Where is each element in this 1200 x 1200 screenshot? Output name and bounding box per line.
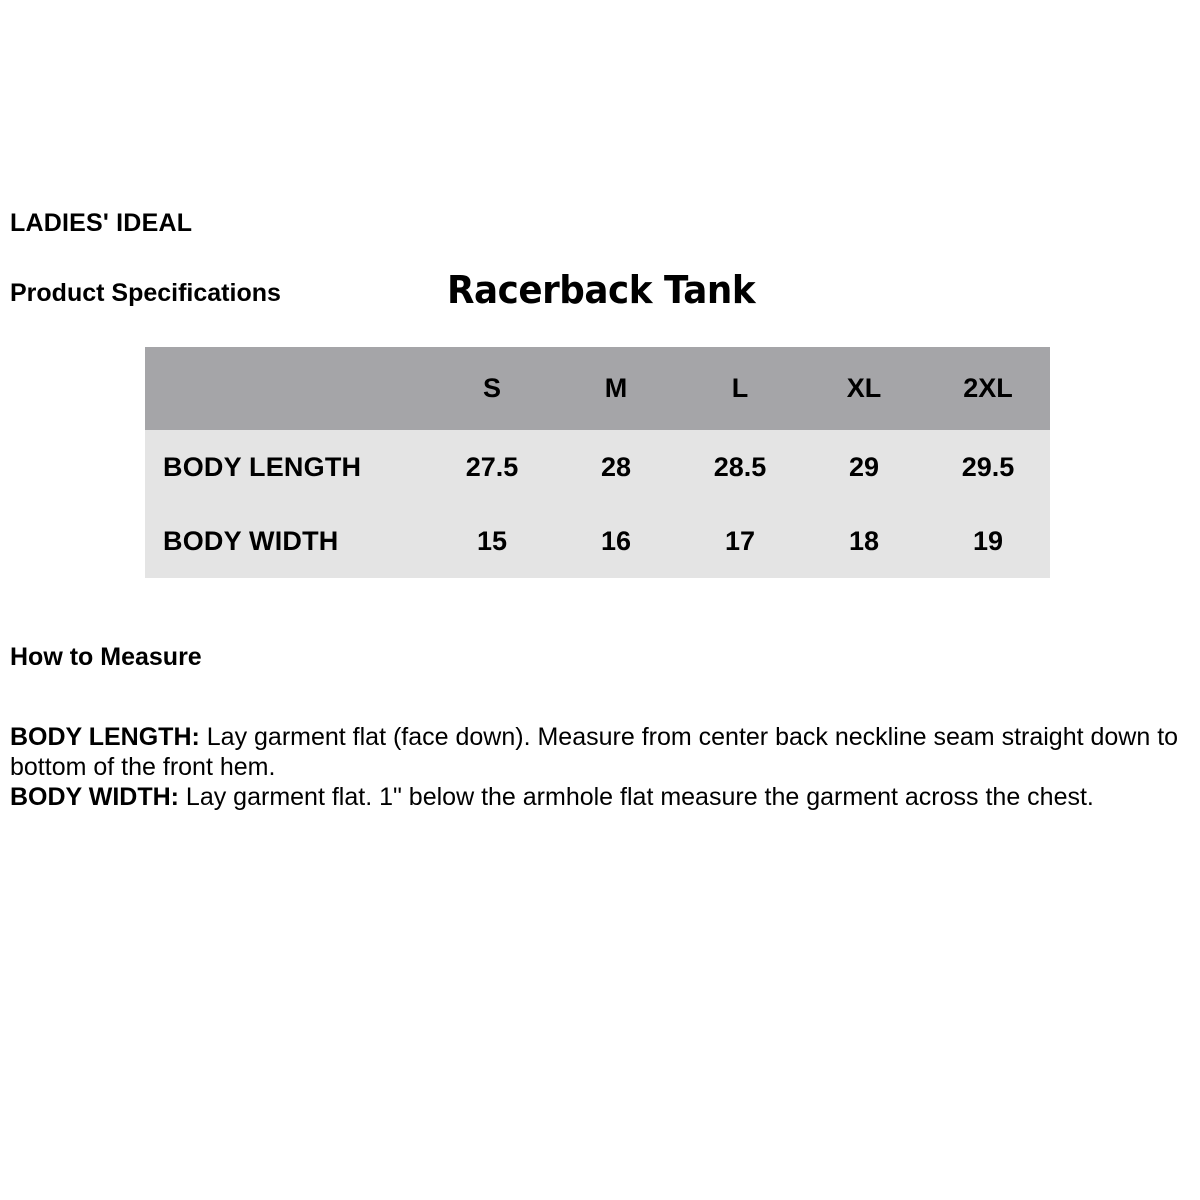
table-header: S M L XL 2XL [145, 347, 1050, 430]
column-header-2xl: 2XL [926, 347, 1050, 430]
measure-text-body-width: Lay garment flat. 1" below the armhole f… [178, 783, 1094, 811]
cell-body-width-m: 16 [554, 504, 678, 578]
column-header-m: M [554, 347, 678, 430]
cell-body-width-2xl: 19 [926, 504, 1050, 578]
cell-body-length-2xl: 29.5 [926, 430, 1050, 504]
measure-instruction-body-width: BODY WIDTH: Lay garment flat. 1" below t… [10, 782, 1194, 812]
column-header-xl: XL [802, 347, 926, 430]
table-corner-cell [145, 347, 430, 430]
cell-body-width-l: 17 [678, 504, 802, 578]
measure-lead-body-width: BODY WIDTH: [10, 783, 179, 811]
cell-body-length-s: 27.5 [430, 430, 554, 504]
how-to-measure-body: BODY LENGTH: Lay garment flat (face down… [10, 722, 1194, 812]
table-body: BODY LENGTH 27.5 28 28.5 29 29.5 BODY WI… [145, 430, 1050, 578]
cell-body-length-m: 28 [554, 430, 678, 504]
measure-instruction-body-length: BODY LENGTH: Lay garment flat (face down… [10, 722, 1194, 782]
measure-lead-body-length: BODY LENGTH: [10, 723, 200, 751]
row-label-body-width: BODY WIDTH [145, 504, 430, 578]
cell-body-length-xl: 29 [802, 430, 926, 504]
cell-body-width-xl: 18 [802, 504, 926, 578]
row-label-body-length: BODY LENGTH [145, 430, 430, 504]
cell-body-width-s: 15 [430, 504, 554, 578]
how-to-measure-title: How to Measure [10, 643, 202, 671]
measure-text-body-length: Lay garment flat (face down). Measure fr… [10, 723, 1179, 781]
product-specifications-label: Product Specifications [10, 279, 281, 307]
cell-body-length-l: 28.5 [678, 430, 802, 504]
column-header-l: L [678, 347, 802, 430]
table-row: BODY LENGTH 27.5 28 28.5 29 29.5 [145, 430, 1050, 504]
size-specification-table: S M L XL 2XL BODY LENGTH 27.5 28 28.5 29… [145, 347, 1050, 578]
product-title: Racerback Tank [447, 268, 756, 312]
column-header-s: S [430, 347, 554, 430]
table-header-row: S M L XL 2XL [145, 347, 1050, 430]
table-row: BODY WIDTH 15 16 17 18 19 [145, 504, 1050, 578]
brand-name: LADIES' IDEAL [10, 209, 193, 237]
